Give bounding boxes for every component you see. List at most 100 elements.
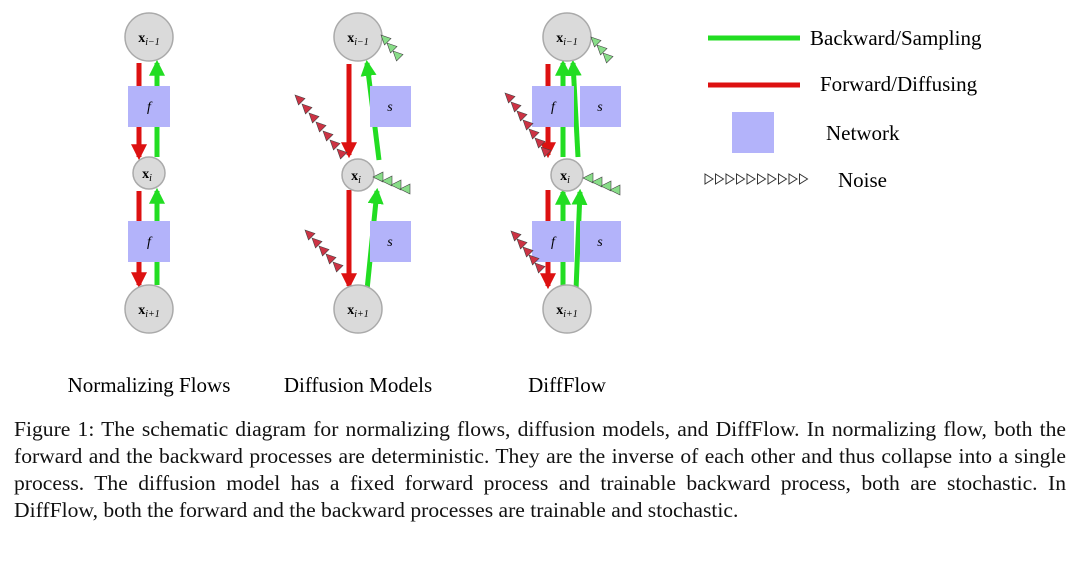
node-bottom (124, 284, 174, 334)
noise-markers (510, 230, 546, 274)
noise-marker (304, 229, 316, 241)
network-label: f (147, 235, 153, 250)
network-box (532, 221, 574, 262)
node-mid (550, 158, 584, 192)
noise-marker (325, 253, 337, 265)
panel-label: Normalizing Flows (68, 373, 231, 397)
network-label: s (387, 100, 393, 115)
noise-marker (591, 176, 603, 188)
panel-normalizing-flows: f f xi−1 xi xi+1 Normalizing Flows (68, 12, 231, 397)
node-label: xi−1 (347, 31, 369, 48)
noise-marker (301, 103, 313, 115)
network-box (532, 86, 574, 127)
network-box (580, 86, 621, 127)
noise-marker (736, 173, 746, 185)
noise-marker (311, 237, 323, 249)
noise-marker (386, 42, 398, 54)
panel-diffflow: f s f s xi−1 xi xi+1 DiffFlow (504, 12, 621, 397)
node-label: xi+1 (138, 303, 160, 320)
noise-marker (392, 50, 404, 62)
noise-markers (582, 172, 621, 196)
noise-marker (399, 183, 411, 195)
network-label: s (387, 235, 393, 250)
node-bottom (333, 284, 383, 334)
network-box (128, 221, 170, 262)
noise-markers (294, 94, 348, 160)
node-label: xi (142, 167, 152, 184)
legend: Backward/Sampling Forward/Diffusing Netw… (704, 26, 982, 192)
network-box (370, 221, 411, 262)
network-label: f (551, 100, 557, 115)
figure-caption: Figure 1: The schematic diagram for norm… (14, 417, 1066, 522)
noise-marker (609, 184, 621, 196)
legend-noise-label: Noise (838, 168, 887, 192)
noise-marker (390, 179, 402, 191)
legend-forward-label: Forward/Diffusing (820, 72, 978, 96)
noise-marker (322, 130, 334, 142)
noise-marker (757, 173, 767, 185)
noise-marker (582, 172, 594, 184)
noise-marker (596, 44, 608, 56)
node-top (124, 12, 174, 62)
noise-marker (528, 128, 540, 140)
noise-marker (504, 92, 516, 104)
noise-marker (540, 146, 552, 158)
noise-marker (746, 173, 756, 185)
noise-marker (534, 262, 546, 274)
noise-marker (522, 119, 534, 131)
noise-marker (516, 110, 528, 122)
noise-marker (510, 230, 522, 242)
network-label: s (597, 100, 603, 115)
noise-marker (522, 246, 534, 258)
node-label: xi+1 (347, 303, 369, 320)
node-label: xi (351, 169, 361, 186)
noise-marker (332, 261, 344, 273)
noise-markers (380, 34, 404, 62)
noise-marker (336, 148, 348, 160)
noise-marker (600, 180, 612, 192)
legend-backward-label: Backward/Sampling (810, 26, 982, 50)
network-label: f (147, 100, 153, 115)
noise-marker (294, 94, 306, 106)
noise-marker (329, 139, 341, 151)
noise-marker (602, 52, 614, 64)
noise-marker (778, 173, 788, 185)
panel-label: DiffFlow (528, 373, 607, 397)
noise-marker (704, 173, 714, 185)
noise-marker (767, 173, 777, 185)
noise-markers (590, 36, 614, 64)
backward-arrow (565, 59, 582, 158)
noise-markers (304, 229, 344, 273)
noise-marker (788, 173, 798, 185)
noise-marker (381, 175, 393, 187)
legend-network-swatch (732, 112, 774, 153)
noise-marker (516, 238, 528, 250)
node-label: xi+1 (556, 303, 578, 320)
network-label: s (597, 235, 603, 250)
node-label: xi−1 (138, 31, 160, 48)
node-mid (132, 156, 166, 190)
noise-marker (510, 101, 522, 113)
network-box (370, 86, 411, 127)
node-label: xi (560, 169, 570, 186)
noise-marker (372, 171, 384, 183)
panel-diffusion-models: s s xi−1 xi xi+1 Diffusion Models (284, 12, 432, 397)
noise-marker (308, 112, 320, 124)
panel-label: Diffusion Models (284, 373, 432, 397)
noise-marker (315, 121, 327, 133)
noise-markers (372, 171, 411, 195)
network-box (128, 86, 170, 127)
noise-marker (725, 173, 735, 185)
node-bottom (542, 284, 592, 334)
noise-marker (318, 245, 330, 257)
noise-markers (504, 92, 552, 158)
node-mid (341, 158, 375, 192)
backward-arrow (571, 188, 588, 291)
legend-network-label: Network (826, 121, 900, 145)
noise-marker (799, 173, 809, 185)
legend-noise-swatch (704, 173, 809, 185)
network-label: f (551, 235, 557, 250)
noise-marker (380, 34, 392, 46)
network-box (580, 221, 621, 262)
noise-marker (590, 36, 602, 48)
